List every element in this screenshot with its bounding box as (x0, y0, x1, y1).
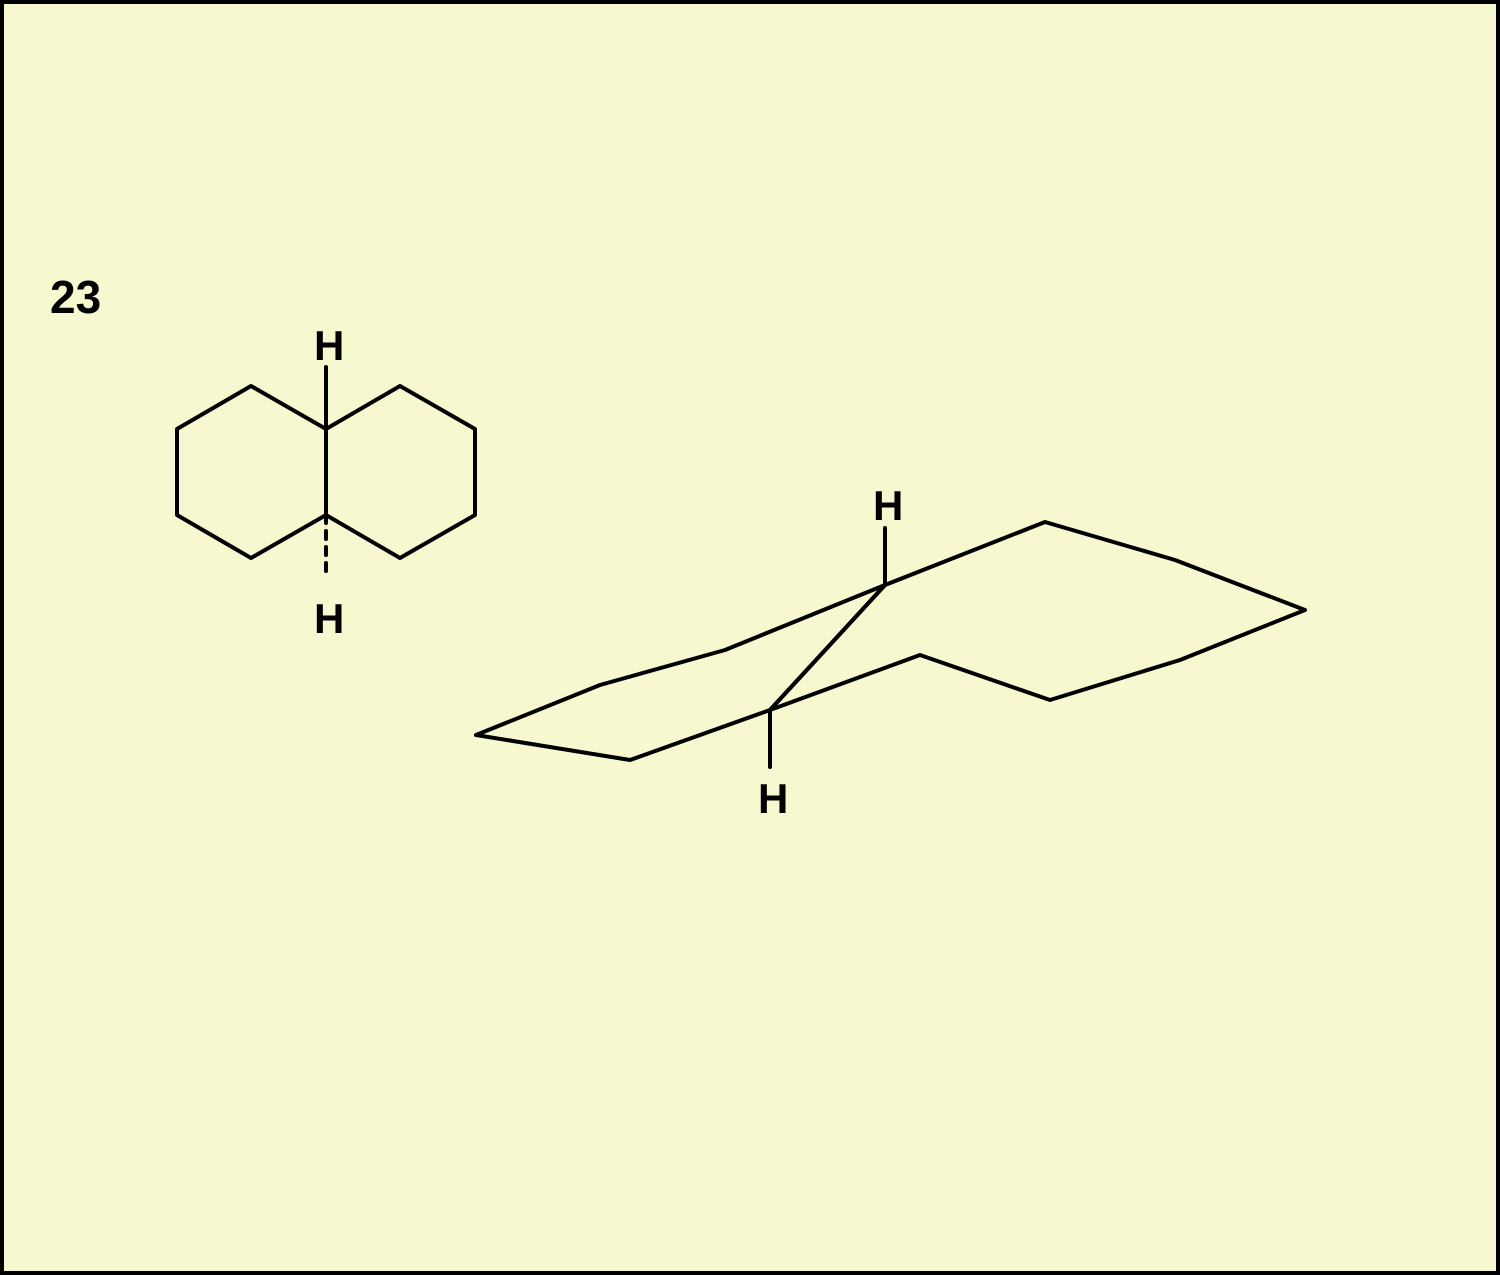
diagram-canvas (0, 0, 1500, 1275)
flat-h-bottom-label: H (314, 595, 344, 643)
figure-number: 23 (50, 270, 101, 324)
flat-h-top-label: H (314, 322, 344, 370)
chair-h-top-label: H (873, 482, 903, 530)
chair-h-bottom-label: H (758, 775, 788, 823)
